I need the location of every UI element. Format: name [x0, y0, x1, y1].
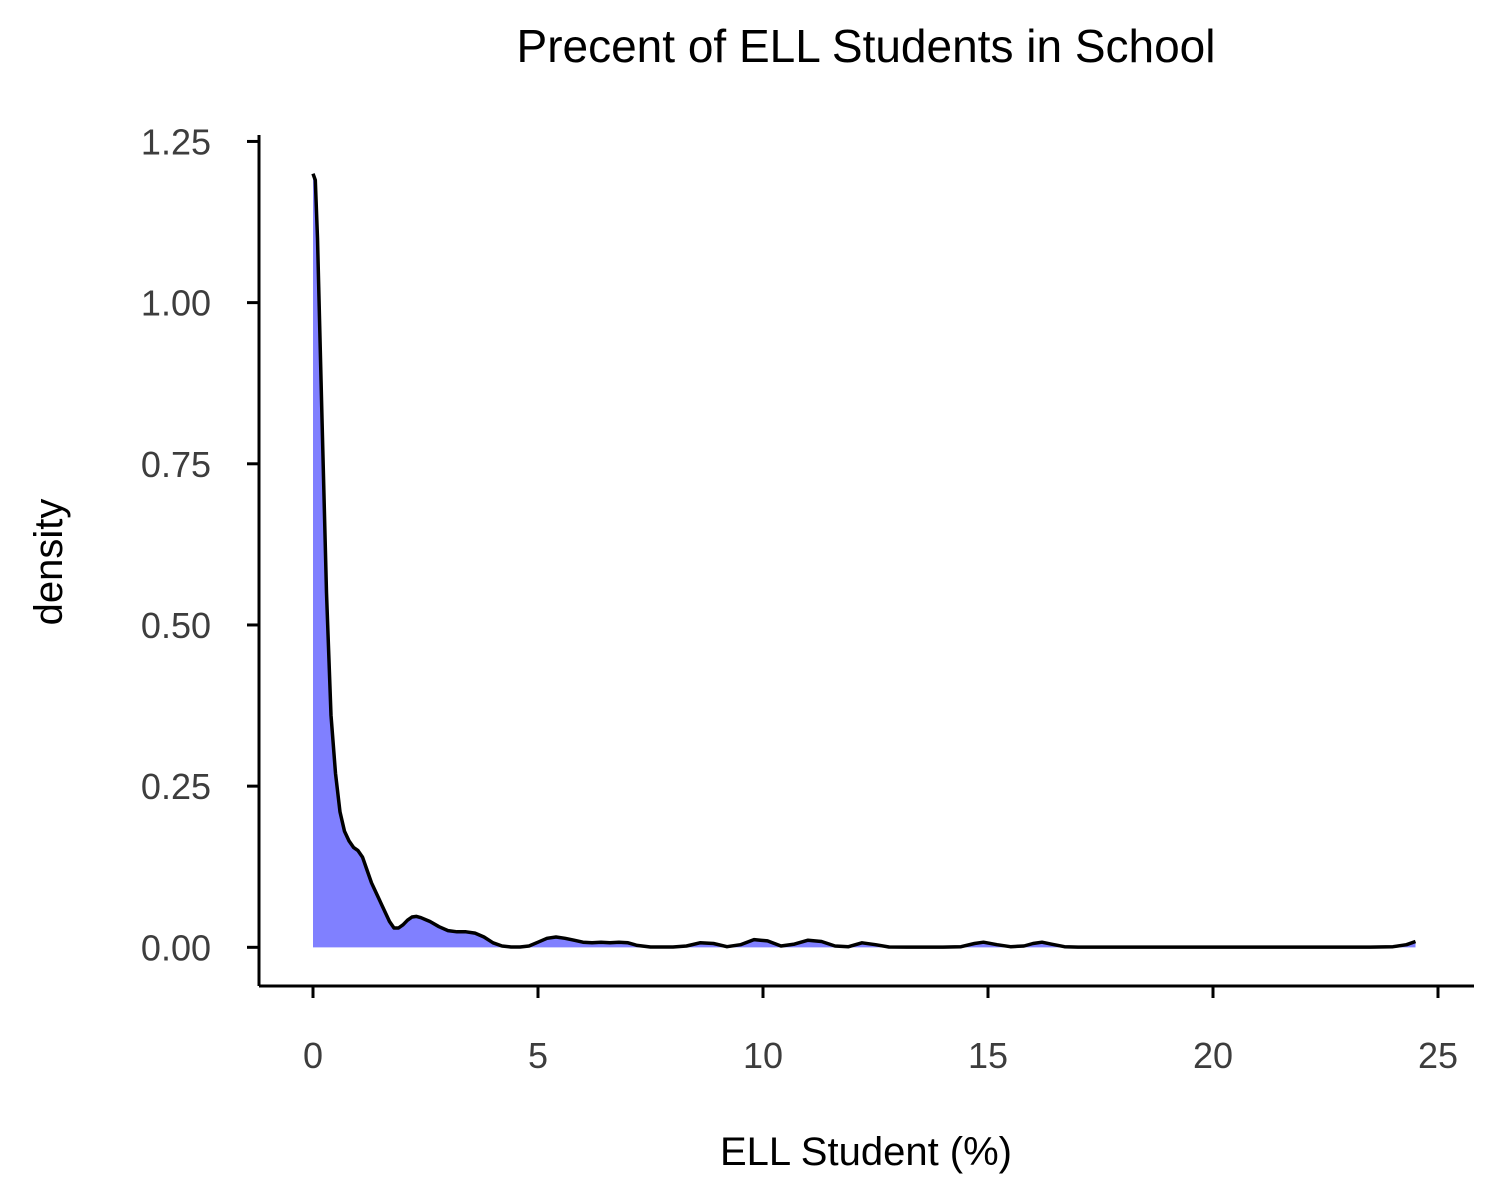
y-tick-label: 1.00	[141, 283, 211, 324]
plot-area	[311, 173, 1417, 949]
y-tick-label: 0.50	[141, 605, 211, 646]
density-line	[311, 173, 1417, 949]
chart-title: Precent of ELL Students in School	[517, 20, 1216, 72]
x-axis-label: ELL Student (%)	[720, 1130, 1012, 1174]
x-tick-label: 0	[303, 1035, 323, 1076]
x-tick-label: 10	[743, 1035, 783, 1076]
y-axis: 0.00 0.25 0.50 0.75 1.00 1.25	[141, 121, 261, 986]
y-tick-label: 0.25	[141, 766, 211, 807]
x-tick-label: 20	[1193, 1035, 1233, 1076]
density-area	[313, 173, 1416, 948]
y-axis-label: density	[27, 499, 71, 626]
x-tick-label: 5	[528, 1035, 548, 1076]
y-tick-label: 0.00	[141, 927, 211, 968]
y-tick-label: 1.25	[141, 121, 211, 162]
x-tick-label: 15	[968, 1035, 1008, 1076]
x-tick-label: 25	[1418, 1035, 1458, 1076]
y-tick-label: 0.75	[141, 444, 211, 485]
x-axis: 0 5 10 15 20 25	[259, 984, 1474, 1076]
